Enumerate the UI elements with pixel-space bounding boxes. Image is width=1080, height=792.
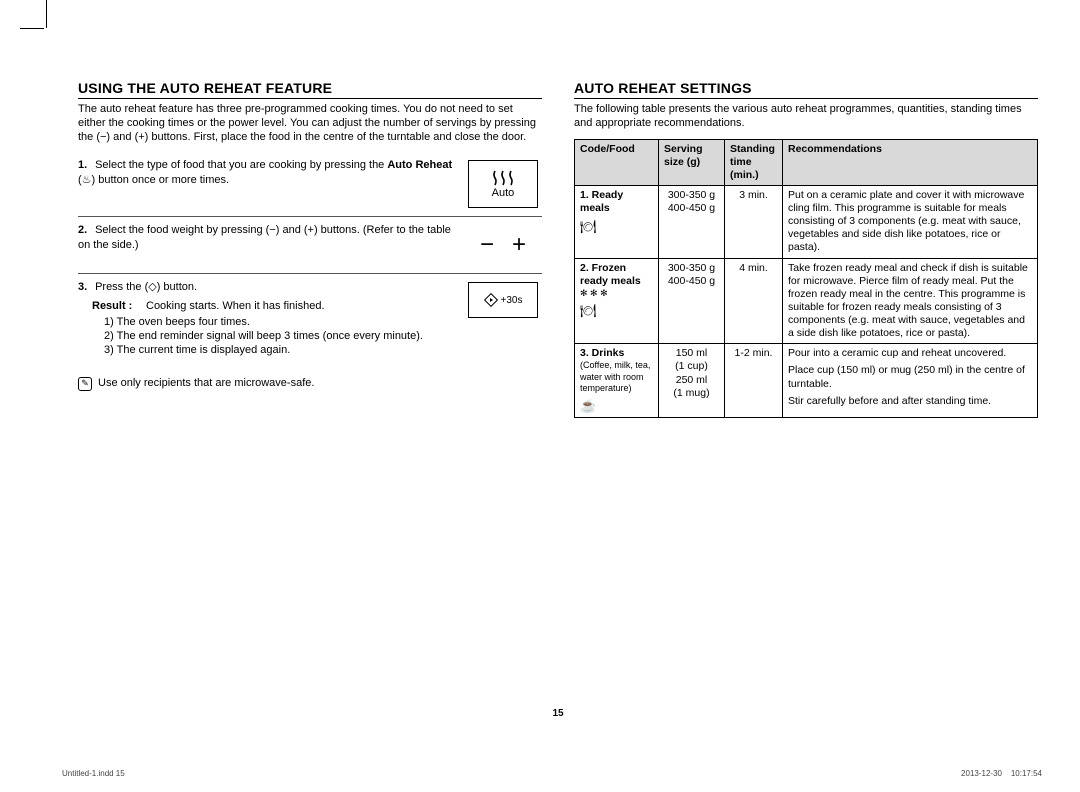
diamond-start-icon: [484, 293, 498, 307]
food-icon: ☕: [580, 398, 653, 414]
food-icon: 🍽: [580, 219, 653, 235]
footer-right: 2013-12-30 10:17:54: [961, 769, 1042, 778]
step-3: 3. Press the (◇) button. Result : Cookin…: [78, 274, 542, 365]
step-2: 2. Select the food weight by pressing (−…: [78, 217, 542, 274]
step-number: 2.: [78, 223, 92, 237]
cell-code: 3. Drinks(Coffee, milk, tea, water with …: [575, 344, 659, 418]
cell-code: 1. Ready meals🍽: [575, 185, 659, 258]
left-column: USING THE AUTO REHEAT FEATURE The auto r…: [78, 80, 542, 418]
step-number: 3.: [78, 280, 92, 294]
plus-30s-label: +30s: [501, 295, 523, 306]
food-icon: 🍽: [580, 303, 653, 319]
cell-standing: 1-2 min.: [725, 344, 783, 418]
left-heading: USING THE AUTO REHEAT FEATURE: [78, 80, 542, 99]
step-3-text: Press the (◇) button.: [95, 281, 197, 293]
sub-item: 2) The end reminder signal will beep 3 t…: [104, 329, 456, 343]
auto-label: Auto: [492, 187, 515, 199]
start-30s-icon: +30s: [468, 282, 538, 318]
auto-reheat-icon: Auto: [468, 160, 538, 208]
right-heading: AUTO REHEAT SETTINGS: [574, 80, 1038, 99]
step-1: 1. Select the type of food that you are …: [78, 152, 542, 217]
table-row: 1. Ready meals🍽300-350 g400-450 g3 min.P…: [575, 185, 1038, 258]
cell-recommendation: Pour into a ceramic cup and reheat uncov…: [783, 344, 1038, 418]
col-serving: Serving size (g): [659, 139, 725, 185]
note: ✎ Use only recipients that are microwave…: [78, 376, 542, 391]
cell-standing: 4 min.: [725, 258, 783, 344]
settings-table: Code/Food Serving size (g) Standing time…: [574, 139, 1038, 419]
note-text: Use only recipients that are microwave-s…: [98, 376, 314, 391]
minus-icon: −: [480, 231, 494, 259]
table-header-row: Code/Food Serving size (g) Standing time…: [575, 139, 1038, 185]
footer: Untitled-1.indd 15 2013-12-30 10:17:54: [62, 769, 1042, 778]
cell-standing: 3 min.: [725, 185, 783, 258]
result-text: Cooking starts. When it has finished.: [146, 299, 325, 313]
plus-icon: +: [512, 231, 526, 259]
step-1-bold: Auto Reheat: [387, 159, 452, 171]
steps-list: 1. Select the type of food that you are …: [78, 152, 542, 365]
cell-serving: 300-350 g400-450 g: [659, 258, 725, 344]
cell-recommendation: Put on a ceramic plate and cover it with…: [783, 185, 1038, 258]
cell-serving: 150 ml(1 cup)250 ml(1 mug): [659, 344, 725, 418]
col-code: Code/Food: [575, 139, 659, 185]
col-rec: Recommendations: [783, 139, 1038, 185]
right-column: AUTO REHEAT SETTINGS The following table…: [574, 80, 1038, 418]
sub-item: 3) The current time is displayed again.: [104, 343, 456, 357]
cell-serving: 300-350 g400-450 g: [659, 185, 725, 258]
result-label: Result :: [92, 299, 140, 313]
result-sublist: 1) The oven beeps four times. 2) The end…: [104, 315, 456, 358]
cell-recommendation: Take frozen ready meal and check if dish…: [783, 258, 1038, 344]
table-row: 2. Frozen ready meals✻ ✻ ✻🍽300-350 g400-…: [575, 258, 1038, 344]
left-intro: The auto reheat feature has three pre-pr…: [78, 103, 542, 144]
note-icon: ✎: [78, 377, 92, 391]
table-row: 3. Drinks(Coffee, milk, tea, water with …: [575, 344, 1038, 418]
sub-item: 1) The oven beeps four times.: [104, 315, 456, 329]
col-standing: Standing time (min.): [725, 139, 783, 185]
step-1-text-post: (♨) button once or more times.: [78, 174, 229, 186]
page-number: 15: [78, 708, 1038, 719]
cell-code: 2. Frozen ready meals✻ ✻ ✻🍽: [575, 258, 659, 344]
steam-icon: [490, 169, 516, 187]
footer-left: Untitled-1.indd 15: [62, 769, 125, 778]
step-number: 1.: [78, 158, 92, 172]
minus-plus-icon: − +: [468, 225, 538, 265]
page-content: USING THE AUTO REHEAT FEATURE The auto r…: [78, 80, 1038, 719]
step-1-text-pre: Select the type of food that you are coo…: [95, 159, 387, 171]
right-intro: The following table presents the various…: [574, 103, 1038, 131]
step-2-text: Select the food weight by pressing (−) a…: [78, 224, 451, 250]
